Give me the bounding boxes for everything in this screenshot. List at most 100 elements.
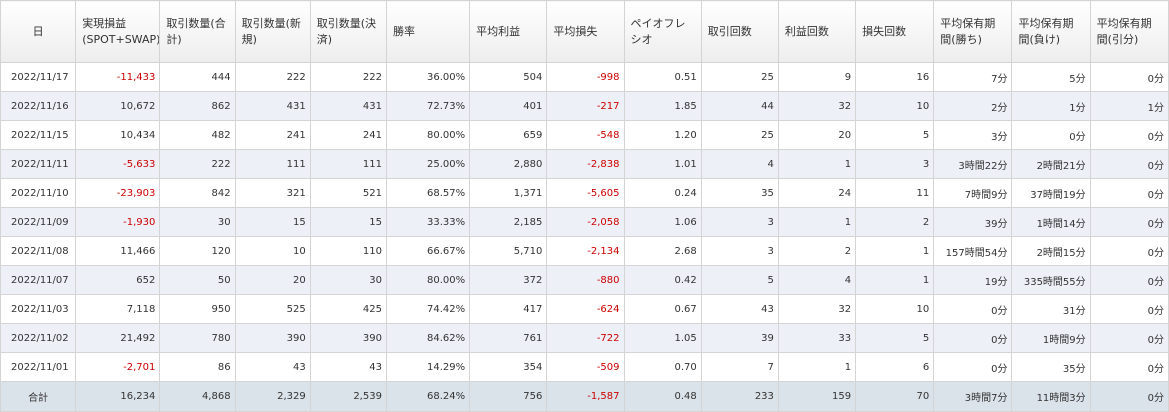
cell-hold-loss: 2時間15分	[1011, 236, 1091, 266]
col-header-trade-count[interactable]: 取引回数	[700, 0, 779, 63]
cell-hold-loss: 5分	[1011, 62, 1091, 92]
cell-wins: 9	[777, 62, 857, 92]
cell-trades: 25	[700, 120, 779, 150]
cell-avg-loss: -880	[546, 265, 625, 295]
cell-qty-close: 111	[309, 149, 387, 179]
cell-hold-draw: 0分	[1089, 62, 1169, 92]
cell-hold-win: 3時間7分	[933, 381, 1013, 412]
col-header-realized-pnl[interactable]: 実現損益(SPOT+SWAP)	[75, 0, 161, 63]
cell-qty-total: 30	[159, 207, 236, 237]
cell-losses: 11	[855, 178, 935, 208]
cell-win-rate: 80.00%	[385, 265, 471, 295]
cell-hold-win: 7分	[933, 62, 1013, 92]
col-header-avg-profit[interactable]: 平均利益	[469, 0, 548, 63]
cell-losses: 10	[855, 294, 935, 324]
cell-wins: 32	[777, 294, 857, 324]
col-header-qty-new[interactable]: 取引数量(新規)	[234, 0, 311, 63]
cell-hold-loss: 1時間9分	[1011, 323, 1091, 353]
col-header-qty-total[interactable]: 取引数量(合計)	[159, 0, 236, 63]
cell-qty-close: 222	[309, 62, 387, 92]
cell-qty-total: 482	[159, 120, 236, 150]
cell-qty-total: 86	[159, 352, 236, 382]
cell-trades: 3	[700, 236, 779, 266]
cell-pnl: -1,930	[75, 207, 161, 237]
cell-wins: 1	[777, 352, 857, 382]
cell-hold-win: 7時間9分	[933, 178, 1013, 208]
cell-pnl: -2,701	[75, 352, 161, 382]
cell-losses: 5	[855, 323, 935, 353]
col-header-hold-draw[interactable]: 平均保有期間(引分)	[1089, 0, 1169, 63]
cell-avg-profit: 504	[469, 62, 548, 92]
cell-qty-close: 2,539	[309, 381, 387, 412]
cell-avg-loss: -624	[546, 294, 625, 324]
cell-losses: 2	[855, 207, 935, 237]
table-row[interactable]: 2022/11/10 -23,903 842 321 521 68.57% 1,371 -5,…	[0, 178, 1169, 208]
cell-pnl: 7,118	[75, 294, 161, 324]
cell-hold-win: 157時間54分	[933, 236, 1013, 266]
table-header: 日 実現損益(SPOT+SWAP) 取引数量(合計) 取引数量(新規) 取引数量…	[0, 0, 1169, 63]
table-row[interactable]: 2022/11/09 -1,930 30 15 15 33.33% 2,185 -2,058 1…	[0, 207, 1169, 237]
cell-payoff: 1.01	[623, 149, 702, 179]
col-header-date[interactable]: 日	[0, 0, 77, 63]
cell-wins: 33	[777, 323, 857, 353]
col-header-avg-loss[interactable]: 平均損失	[546, 0, 625, 63]
cell-date: 合計	[0, 381, 77, 412]
cell-losses: 6	[855, 352, 935, 382]
cell-hold-draw: 1分	[1089, 91, 1169, 121]
cell-payoff: 1.05	[623, 323, 702, 353]
cell-wins: 24	[777, 178, 857, 208]
cell-hold-win: 0分	[933, 323, 1013, 353]
cell-date: 2022/11/10	[0, 178, 77, 208]
cell-hold-loss: 335時間55分	[1011, 265, 1091, 295]
cell-qty-total: 842	[159, 178, 236, 208]
total-row[interactable]: 合計 16,234 4,868 2,329 2,539 68.24% 756 -1,587 0.…	[0, 381, 1169, 412]
table-row[interactable]: 2022/11/16 10,672 862 431 431 72.73% 401 -217 1.…	[0, 91, 1169, 121]
table-row[interactable]: 2022/11/17 -11,433 444 222 222 36.00% 504 -998 0…	[0, 62, 1169, 92]
table-row[interactable]: 2022/11/02 21,492 780 390 390 84.62% 761 -722 1.…	[0, 323, 1169, 353]
col-header-payoff-ratio[interactable]: ペイオフレシオ	[623, 0, 702, 63]
table-row[interactable]: 2022/11/15 10,434 482 241 241 80.00% 659 -548 1.…	[0, 120, 1169, 150]
cell-date: 2022/11/17	[0, 62, 77, 92]
cell-hold-loss: 1分	[1011, 91, 1091, 121]
cell-qty-new: 10	[234, 236, 311, 266]
cell-payoff: 0.51	[623, 62, 702, 92]
cell-qty-new: 43	[234, 352, 311, 382]
cell-date: 2022/11/02	[0, 323, 77, 353]
col-header-hold-win[interactable]: 平均保有期間(勝ち)	[933, 0, 1013, 63]
cell-win-rate: 68.57%	[385, 178, 471, 208]
col-header-win-count[interactable]: 利益回数	[777, 0, 857, 63]
table-row[interactable]: 2022/11/01 -2,701 86 43 43 14.29% 354 -509 0.70 7…	[0, 352, 1169, 382]
cell-pnl: 10,434	[75, 120, 161, 150]
col-header-hold-loss[interactable]: 平均保有期間(負け)	[1011, 0, 1091, 63]
col-header-qty-close[interactable]: 取引数量(決済)	[309, 0, 387, 63]
cell-win-rate: 74.42%	[385, 294, 471, 324]
col-header-loss-count[interactable]: 損失回数	[855, 0, 935, 63]
cell-hold-loss: 0分	[1011, 120, 1091, 150]
cell-hold-draw: 0分	[1089, 178, 1169, 208]
cell-losses: 70	[855, 381, 935, 412]
table-body: 2022/11/17 -11,433 444 222 222 36.00% 504 -998 0…	[0, 62, 1169, 412]
cell-avg-profit: 659	[469, 120, 548, 150]
cell-avg-profit: 401	[469, 91, 548, 121]
cell-hold-draw: 0分	[1089, 323, 1169, 353]
cell-win-rate: 36.00%	[385, 62, 471, 92]
cell-qty-new: 222	[234, 62, 311, 92]
cell-qty-total: 780	[159, 323, 236, 353]
cell-avg-loss: -998	[546, 62, 625, 92]
table-row[interactable]: 2022/11/07 652 50 20 30 80.00% 372 -880 0.42 5 4 1 1…	[0, 265, 1169, 295]
cell-avg-profit: 372	[469, 265, 548, 295]
table-row[interactable]: 2022/11/11 -5,633 222 111 111 25.00% 2,880 -2,8…	[0, 149, 1169, 179]
table-row[interactable]: 2022/11/03 7,118 950 525 425 74.42% 417 -624 0.6…	[0, 294, 1169, 324]
cell-date: 2022/11/07	[0, 265, 77, 295]
cell-wins: 32	[777, 91, 857, 121]
cell-qty-close: 43	[309, 352, 387, 382]
cell-avg-loss: -722	[546, 323, 625, 353]
cell-hold-win: 19分	[933, 265, 1013, 295]
cell-date: 2022/11/09	[0, 207, 77, 237]
cell-qty-close: 110	[309, 236, 387, 266]
cell-payoff: 0.70	[623, 352, 702, 382]
table-row[interactable]: 2022/11/08 11,466 120 10 110 66.67% 5,710 -2,13…	[0, 236, 1169, 266]
col-header-win-rate[interactable]: 勝率	[385, 0, 471, 63]
cell-qty-total: 120	[159, 236, 236, 266]
cell-win-rate: 25.00%	[385, 149, 471, 179]
